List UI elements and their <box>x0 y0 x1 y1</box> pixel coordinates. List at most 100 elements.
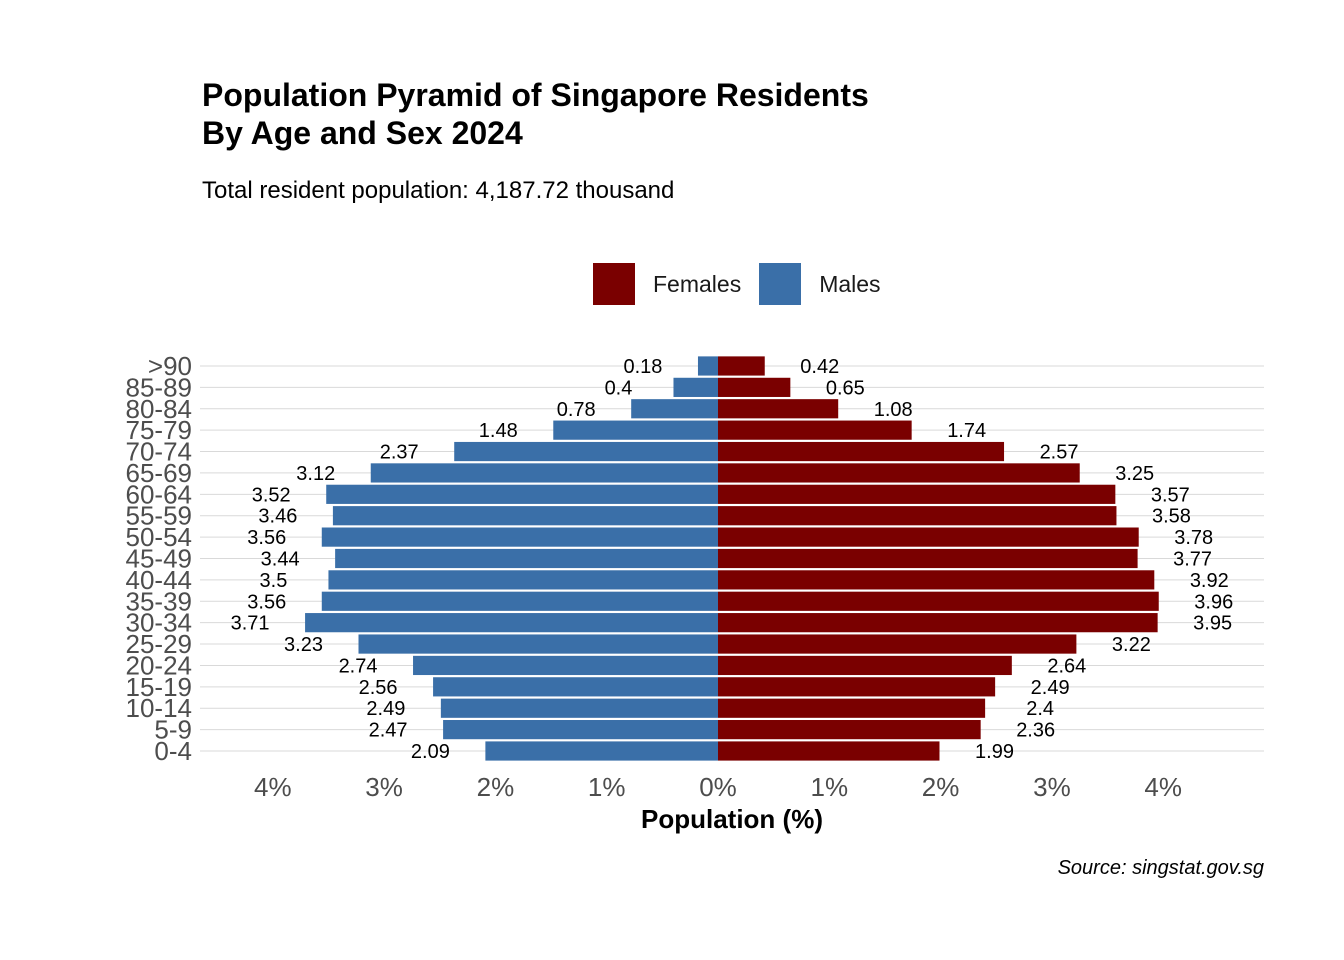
data-label-females: 0.42 <box>800 356 839 378</box>
bar-females-75-79 <box>718 420 912 440</box>
data-label-males: 2.56 <box>359 677 398 699</box>
data-label-males: 3.44 <box>261 548 300 570</box>
bar-females-0-4 <box>718 741 940 761</box>
bar-females->90 <box>718 356 765 376</box>
chart-title: Population Pyramid of Singapore Resident… <box>202 77 869 151</box>
bar-males-10-14 <box>440 698 718 718</box>
data-label-females: 3.78 <box>1174 527 1213 549</box>
bar-males-0-4 <box>485 741 718 761</box>
bar-females-50-54 <box>718 527 1139 547</box>
data-label-males: 3.46 <box>258 506 297 528</box>
y-tick-label: 60-64 <box>126 479 193 509</box>
x-tick-label: 1% <box>588 772 626 802</box>
legend-label-males: Males <box>819 270 881 297</box>
bar-females-80-84 <box>718 399 839 419</box>
bar-males-80-84 <box>631 399 718 419</box>
data-label-females: 3.77 <box>1173 548 1212 570</box>
data-label-females: 3.25 <box>1115 463 1154 485</box>
bar-females-30-34 <box>718 613 1158 633</box>
y-tick-label: >90 <box>148 351 192 381</box>
data-label-males: 3.56 <box>247 591 286 613</box>
data-label-females: 2.4 <box>1026 698 1054 720</box>
bar-males-55-59 <box>332 506 718 526</box>
bar-males-85-89 <box>673 377 718 397</box>
bar-females-5-9 <box>718 720 981 740</box>
bar-males-15-19 <box>433 677 718 697</box>
bar-females-55-59 <box>718 506 1117 526</box>
x-tick-label: 3% <box>1033 772 1071 802</box>
x-axis-title: Population (%) <box>641 804 823 834</box>
y-tick-label: 70-74 <box>126 437 193 467</box>
y-tick-label: 30-34 <box>126 608 193 638</box>
y-tick-label: 35-39 <box>126 586 193 616</box>
x-tick-label: 0% <box>699 772 737 802</box>
bar-females-40-44 <box>718 570 1155 590</box>
x-axis-ticks: 4% 3% 2% 1% 0% 1% 2% 3% 4% <box>254 772 1182 802</box>
data-labels: 1.992.092.362.472.42.492.492.562.642.743… <box>231 356 1234 763</box>
data-label-males: 2.09 <box>411 741 450 763</box>
data-label-females: 2.49 <box>1031 677 1070 699</box>
data-label-females: 2.64 <box>1047 655 1086 677</box>
data-label-females: 3.22 <box>1112 634 1151 656</box>
data-label-males: 2.37 <box>380 442 419 464</box>
data-label-males: 2.74 <box>339 655 378 677</box>
data-label-females: 3.92 <box>1190 570 1229 592</box>
bar-females-70-74 <box>718 441 1005 462</box>
data-label-males: 3.12 <box>296 463 335 485</box>
bar-females-85-89 <box>718 377 791 397</box>
data-label-males: 2.49 <box>366 698 405 720</box>
y-tick-label: 10-14 <box>126 693 193 723</box>
bar-males-75-79 <box>553 420 718 440</box>
data-label-females: 3.58 <box>1152 506 1191 528</box>
y-tick-label: 65-69 <box>126 458 193 488</box>
y-tick-label: 5-9 <box>154 715 192 745</box>
chart-subtitle: Total resident population: 4,187.72 thou… <box>202 177 675 204</box>
x-tick-label: 2% <box>477 772 515 802</box>
data-label-males: 0.18 <box>623 356 662 378</box>
data-label-females: 1.08 <box>874 399 913 421</box>
data-label-males: 3.56 <box>247 527 286 549</box>
legend-label-females: Females <box>653 270 742 297</box>
bar-males-70-74 <box>454 441 718 462</box>
bar-females-65-69 <box>718 463 1080 483</box>
data-label-males: 3.52 <box>252 484 291 506</box>
data-label-females: 0.65 <box>826 377 865 399</box>
legend: Females Males <box>593 263 899 305</box>
data-label-males: 3.71 <box>231 613 270 635</box>
bar-females-60-64 <box>718 484 1116 504</box>
x-tick-label: 3% <box>365 772 403 802</box>
x-tick-label: 2% <box>922 772 960 802</box>
y-tick-label: 55-59 <box>126 501 193 531</box>
data-label-males: 3.23 <box>284 634 323 656</box>
bar-males-5-9 <box>443 720 718 740</box>
bar-males->90 <box>697 356 718 376</box>
y-tick-label: 75-79 <box>126 415 193 445</box>
x-tick-label: 1% <box>811 772 849 802</box>
bar-males-25-29 <box>358 634 718 654</box>
bar-females-35-39 <box>718 591 1159 611</box>
bar-males-50-54 <box>321 527 718 547</box>
y-tick-label: 0-4 <box>154 736 192 766</box>
bar-males-60-64 <box>326 484 718 504</box>
data-label-females: 2.36 <box>1016 720 1055 742</box>
data-label-males: 2.47 <box>369 720 408 742</box>
data-label-males: 1.48 <box>479 420 518 442</box>
bar-males-45-49 <box>335 548 718 569</box>
data-label-males: 3.5 <box>260 570 288 592</box>
bar-females-45-49 <box>718 548 1138 569</box>
y-tick-label: 20-24 <box>126 650 193 680</box>
bar-males-65-69 <box>370 463 718 483</box>
bar-males-20-24 <box>413 655 718 676</box>
bars <box>305 356 1159 761</box>
bar-males-40-44 <box>328 570 718 590</box>
bar-females-15-19 <box>718 677 996 697</box>
data-label-females: 3.57 <box>1151 484 1190 506</box>
y-axis-ticks: 0-45-910-1415-1920-2425-2930-3435-3940-4… <box>126 351 193 766</box>
y-tick-label: 25-29 <box>126 629 193 659</box>
legend-swatch-females <box>593 263 635 305</box>
bar-males-35-39 <box>321 591 718 611</box>
legend-item-females: Females <box>593 263 741 305</box>
data-label-females: 1.99 <box>975 741 1014 763</box>
bar-females-20-24 <box>718 655 1012 676</box>
